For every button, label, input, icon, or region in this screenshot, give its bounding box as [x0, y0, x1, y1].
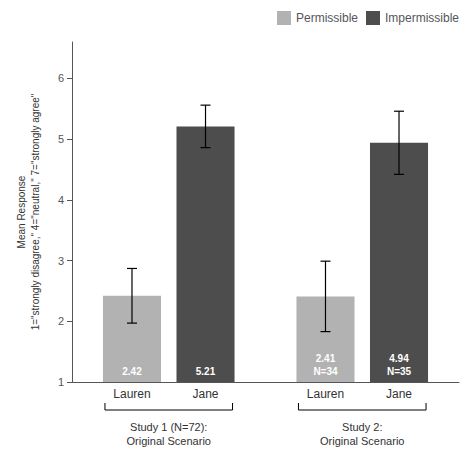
- svg-text:Lauren: Lauren: [113, 387, 150, 401]
- svg-text:N=35: N=35: [387, 366, 412, 377]
- svg-text:Study 1 (N=72):: Study 1 (N=72):: [130, 421, 207, 433]
- svg-text:Original Scenario: Original Scenario: [127, 435, 211, 447]
- svg-text:N=34: N=34: [313, 366, 338, 377]
- svg-text:2.41: 2.41: [316, 353, 336, 364]
- svg-text:3: 3: [58, 255, 64, 267]
- svg-text:Jane: Jane: [192, 387, 218, 401]
- svg-text:5.21: 5.21: [196, 366, 216, 377]
- svg-text:5: 5: [58, 133, 64, 145]
- svg-text:Jane: Jane: [386, 387, 412, 401]
- svg-text:6: 6: [58, 72, 64, 84]
- svg-text:Mean Response: Mean Response: [16, 175, 27, 248]
- svg-text:1: 1: [58, 376, 64, 388]
- svg-text:Impermissible: Impermissible: [385, 11, 459, 25]
- svg-text:Study 2:: Study 2:: [342, 421, 382, 433]
- svg-text:4.94: 4.94: [389, 353, 409, 364]
- svg-text:Permissible: Permissible: [296, 11, 358, 25]
- svg-text:1="strongly disagree," 4="neut: 1="strongly disagree," 4="neutral," 7="s…: [30, 93, 41, 330]
- svg-text:Lauren: Lauren: [307, 387, 344, 401]
- svg-text:2: 2: [58, 315, 64, 327]
- svg-text:4: 4: [58, 194, 64, 206]
- svg-text:Original Scenario: Original Scenario: [320, 435, 404, 447]
- svg-text:2.42: 2.42: [122, 366, 142, 377]
